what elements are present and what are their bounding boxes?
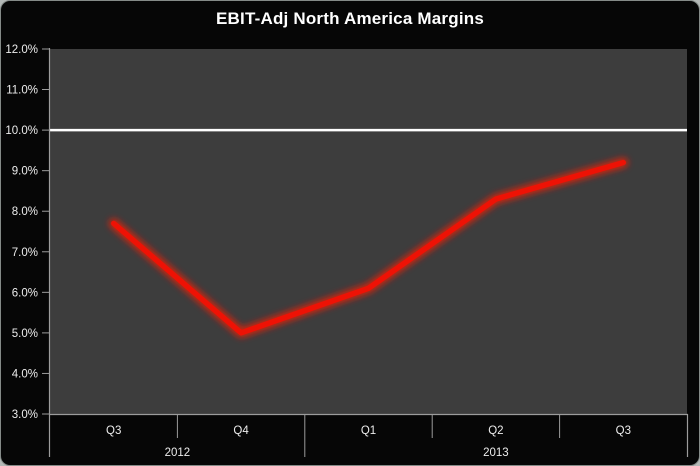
y-axis-label: 10.0% <box>5 125 38 137</box>
x-axis-quarter-label: Q3 <box>106 425 121 437</box>
x-axis-quarter-label: Q1 <box>361 425 376 437</box>
margin-line <box>110 159 626 336</box>
y-axis-label: 5.0% <box>12 328 38 340</box>
x-axis-quarter-label: Q3 <box>616 425 631 437</box>
y-axis-label: 7.0% <box>12 247 38 259</box>
plot-area <box>50 49 687 414</box>
y-axis-label: 3.0% <box>12 409 38 421</box>
y-axis-label: 9.0% <box>12 166 38 178</box>
y-axis-label: 12.0% <box>5 44 38 56</box>
y-axis-label: 6.0% <box>12 287 38 299</box>
y-axis-label: 4.0% <box>12 368 38 380</box>
y-axis-label: 8.0% <box>12 206 38 218</box>
x-axis-year-label: 2013 <box>483 447 509 459</box>
chart-title: EBIT-Adj North America Margins <box>216 9 484 28</box>
x-axis-quarter-label: Q4 <box>233 425 249 437</box>
x-axis-year-label: 2012 <box>165 447 191 459</box>
y-axis-label: 11.0% <box>6 85 38 97</box>
x-axis-quarter-label: Q2 <box>488 425 503 437</box>
